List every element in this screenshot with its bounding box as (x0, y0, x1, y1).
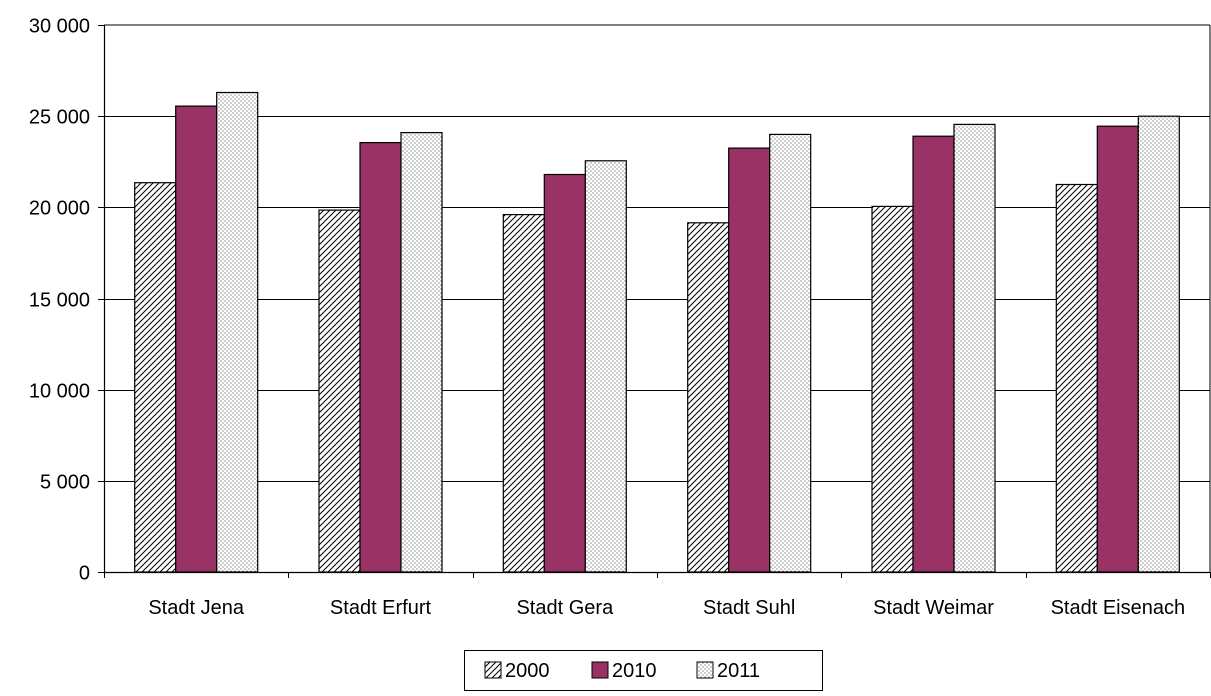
bar-2010-stadt-eisenach (1096, 125, 1139, 573)
bar-2011-stadt-eisenach (1137, 115, 1180, 573)
x-tick-label: Stadt Weimar (873, 597, 994, 619)
legend-label-2000: 2000 (505, 660, 550, 682)
y-tick-label: 0 (79, 563, 90, 585)
bar-2011-stadt-erfurt (400, 132, 443, 573)
legend-swatch-2010 (591, 661, 609, 679)
gridlines (104, 24, 1211, 572)
y-tick-label: 10 000 (29, 381, 90, 403)
y-tick-label: 15 000 (29, 290, 90, 312)
x-tick-label: Stadt Gera (516, 597, 614, 619)
bar-2010-stadt-weimar (912, 135, 955, 573)
bar-2000-stadt-jena (134, 182, 177, 573)
x-tick-label: Stadt Erfurt (330, 597, 432, 619)
bar-2011-stadt-weimar (953, 123, 996, 573)
bar-2011-stadt-suhl (769, 133, 812, 573)
y-tick-label: 20 000 (29, 198, 90, 220)
x-tick-label: Stadt Suhl (703, 597, 795, 619)
x-tick-label: Stadt Jena (148, 597, 245, 619)
bar-2000-stadt-weimar (871, 205, 914, 573)
legend-box (464, 650, 823, 691)
x-tick-label: Stadt Eisenach (1051, 597, 1186, 619)
bar-2010-stadt-gera (543, 173, 586, 573)
bar-2000-stadt-gera (502, 214, 545, 573)
bar-2000-stadt-suhl (687, 222, 730, 573)
bar-2010-stadt-suhl (728, 147, 771, 573)
bar-2000-stadt-eisenach (1055, 183, 1098, 573)
bar-2000-stadt-erfurt (318, 209, 361, 573)
y-tick-label: 25 000 (29, 107, 90, 129)
y-tick-label: 5 000 (40, 472, 90, 494)
y-tick-label: 30 000 (29, 16, 90, 38)
axes: 0 5 000 10 000 15 000 20 000 25 000 30 000 Stad… (29, 16, 1211, 619)
legend-swatch-2000 (484, 661, 502, 679)
bar-2010-stadt-erfurt (359, 142, 402, 573)
bar-2010-stadt-jena (175, 105, 218, 573)
legend-label-2010: 2010 (612, 660, 657, 682)
legend-label-2011: 2011 (717, 660, 760, 682)
bar-2011-stadt-gera (584, 160, 627, 573)
legend: 2000 2010 2011 (464, 650, 823, 691)
bars (134, 91, 1180, 573)
bar-2011-stadt-jena (216, 91, 259, 573)
legend-swatch-2011 (696, 661, 714, 679)
